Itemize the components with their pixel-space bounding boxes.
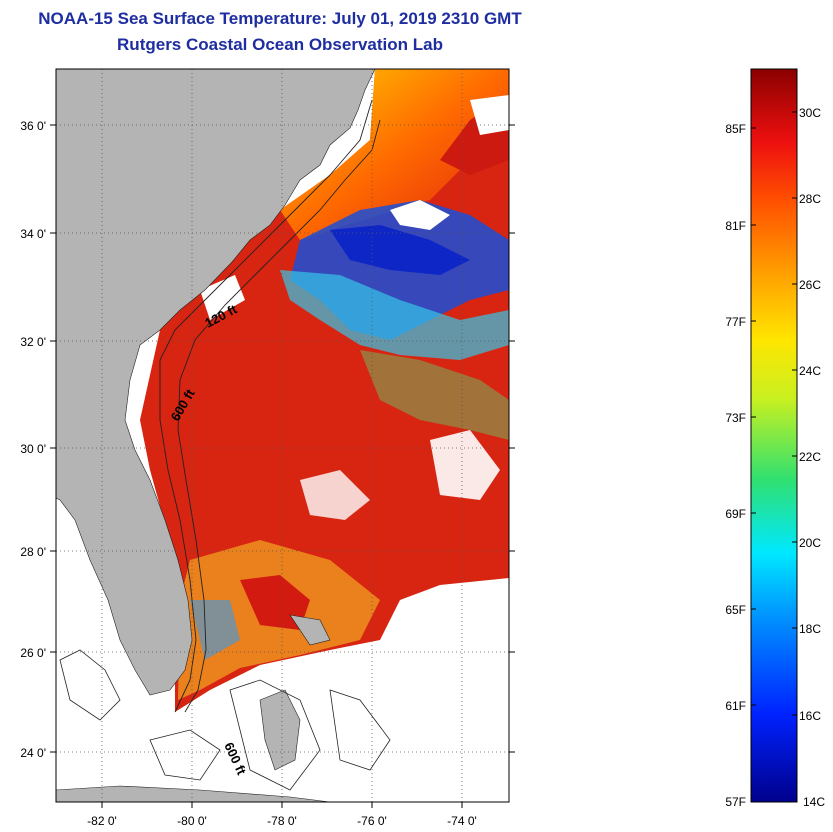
land-mainland [56, 69, 376, 696]
colorbar [750, 68, 798, 803]
lat-label-30: 30 0' [20, 442, 46, 456]
mixed-band [360, 350, 509, 440]
colorbar-c-label-28: 28C [799, 192, 821, 206]
cloud-gap [300, 470, 370, 520]
land-bahamas [259, 689, 301, 771]
colorbar-c-label-20: 20C [799, 536, 821, 550]
colorbar-c-label-30: 30C [799, 106, 821, 120]
colorbar-c-label-16: 16C [799, 709, 821, 723]
colorbar-c-label-22: 22C [799, 450, 821, 464]
lat-label-34: 34 0' [20, 227, 46, 241]
cloud-gap [470, 95, 509, 135]
reef-contours [59, 649, 391, 791]
lon-label-78: -78 0' [267, 814, 297, 828]
colorbar-f-label-73: 73F [725, 411, 746, 425]
lon-label-80: -80 0' [177, 814, 207, 828]
contour-120ft [159, 99, 373, 713]
chart-subtitle: Rutgers Coastal Ocean Observation Lab [117, 35, 443, 54]
northern-waters [280, 69, 509, 240]
cloud-gap [390, 200, 450, 230]
lon-label-74: -74 0' [447, 814, 477, 828]
sst-map [56, 69, 509, 802]
colorbar-ticks [751, 111, 797, 716]
colorbar-f-label-77: 77F [725, 315, 746, 329]
lon-label-76: -76 0' [357, 814, 387, 828]
chart-title: NOAA-15 Sea Surface Temperature: July 01… [38, 9, 522, 28]
colorbar-c-label-24: 24C [799, 364, 821, 378]
colorbar-f-label-81: 81F [725, 219, 746, 233]
cloud-gap [430, 430, 500, 500]
lat-label-24: 24 0' [20, 746, 46, 760]
colorbar-f-label-85: 85F [725, 122, 746, 136]
lon-label-82: -82 0' [87, 814, 117, 828]
colorbar-c-label-26: 26C [799, 278, 821, 292]
lat-label-36: 36 0' [20, 119, 46, 133]
cloud-gap [200, 275, 245, 320]
cold-core [330, 225, 470, 275]
colorbar-c-label-18: 18C [799, 622, 821, 636]
lat-label-28: 28 0' [20, 545, 46, 559]
colorbar-f-label-65: 65F [725, 603, 746, 617]
colorbar-f-label-69: 69F [725, 507, 746, 521]
map-ticks [50, 124, 515, 808]
cool-patch-south [190, 600, 240, 660]
colorbar-c-label-14: 14C [803, 795, 825, 809]
colorbar-f-label-57: 57F [725, 795, 746, 809]
land-cuba [56, 785, 331, 802]
colorbar-f-label-61: 61F [725, 699, 746, 713]
cool-filament [280, 270, 509, 360]
land-island [289, 614, 331, 646]
contour-600ft [177, 119, 381, 713]
lat-label-26: 26 0' [20, 646, 46, 660]
lat-label-32: 32 0' [20, 335, 46, 349]
